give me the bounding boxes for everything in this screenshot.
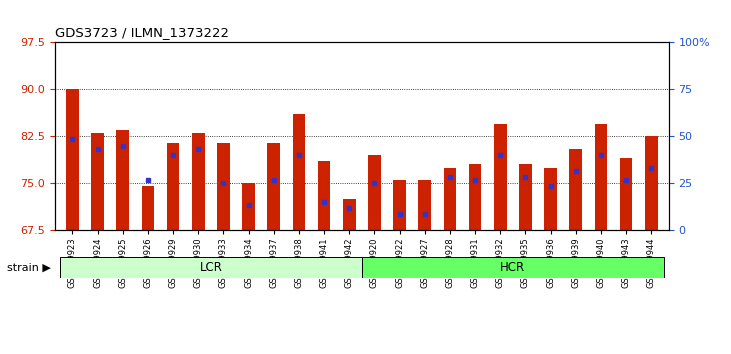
Bar [545, 167, 557, 230]
Text: strain ▶: strain ▶ [7, 262, 51, 272]
Text: HCR: HCR [500, 261, 526, 274]
Bar [519, 164, 531, 230]
Text: GDS3723 / ILMN_1373222: GDS3723 / ILMN_1373222 [55, 26, 229, 39]
Text: LCR: LCR [200, 261, 222, 274]
Bar [620, 158, 632, 230]
Bar [268, 143, 280, 230]
Bar [116, 130, 129, 230]
Bar [594, 124, 607, 230]
Bar [368, 155, 381, 230]
Bar [242, 183, 255, 230]
Bar [569, 149, 582, 230]
Bar [60, 257, 362, 278]
Bar [167, 143, 179, 230]
Bar [469, 164, 482, 230]
Bar [318, 161, 330, 230]
Bar [343, 199, 355, 230]
Bar [292, 114, 306, 230]
Bar [418, 180, 431, 230]
Bar [66, 89, 79, 230]
Bar [217, 143, 230, 230]
Bar [645, 136, 658, 230]
Bar [91, 133, 104, 230]
Bar [142, 186, 154, 230]
Bar [393, 180, 406, 230]
Bar [494, 124, 507, 230]
Bar [444, 167, 456, 230]
Bar [362, 257, 664, 278]
Bar [192, 133, 205, 230]
